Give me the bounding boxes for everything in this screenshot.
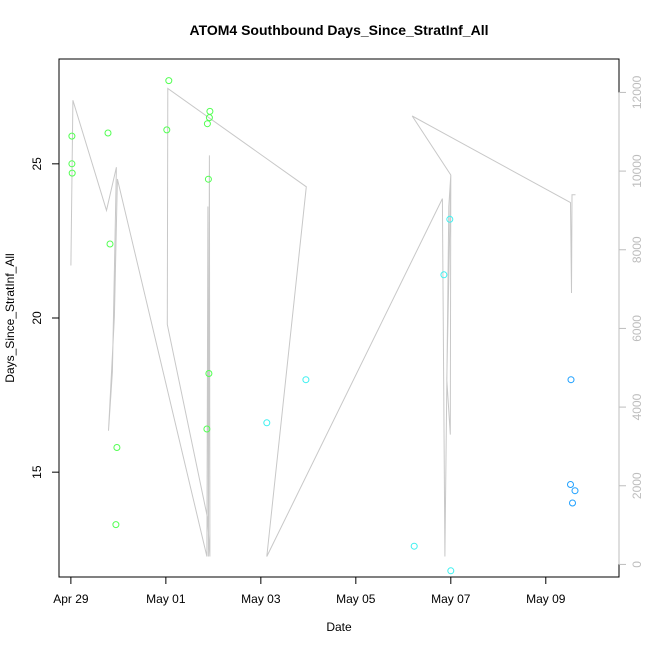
y2-tick-label: 2000	[630, 472, 644, 499]
chart-title: ATOM4 Southbound Days_Since_StratInf_All	[190, 22, 489, 38]
data-point	[410, 542, 418, 550]
x-tick-label: May 07	[431, 592, 471, 606]
data-point	[263, 419, 271, 427]
y-axis-label: Days_Since_StratInf_All	[3, 253, 17, 382]
y-tick-label: 15	[30, 465, 44, 479]
series-line	[70, 87, 576, 557]
y2-tick-label: 4000	[630, 393, 644, 420]
data-point	[446, 215, 454, 223]
x-tick-label: May 09	[526, 592, 566, 606]
data-point	[112, 521, 120, 529]
y2-tick-label: 12000	[630, 75, 644, 109]
plot-area	[58, 58, 620, 578]
data-point	[203, 120, 211, 128]
y-axis: 15 20 25	[30, 157, 60, 479]
data-point	[68, 160, 76, 168]
data-point	[206, 107, 214, 115]
y2-tick-label: 10000	[630, 154, 644, 188]
data-point	[204, 175, 212, 183]
data-point	[447, 567, 455, 575]
x-tick-label: Apr 29	[53, 592, 89, 606]
data-point	[106, 240, 114, 248]
data-point	[165, 77, 173, 85]
point-layer	[68, 77, 579, 575]
y-tick-label: 20	[30, 311, 44, 325]
data-point	[163, 126, 171, 134]
y2-tick-label: 6000	[630, 315, 644, 342]
data-point	[440, 271, 448, 279]
x-tick-label: May 03	[241, 592, 281, 606]
x-tick-label: May 05	[336, 592, 376, 606]
data-point	[104, 129, 112, 137]
data-point	[68, 169, 76, 177]
data-point	[205, 370, 213, 377]
data-point	[571, 487, 579, 495]
x-axis: Apr 29 May 01 May 03 May 05 May 07 May 09	[53, 576, 566, 606]
data-point	[567, 376, 575, 384]
y2-axis: 0 2000 4000 6000 8000 10000 12000	[618, 75, 644, 568]
line-layer	[70, 87, 576, 557]
x-axis-label: Date	[326, 620, 352, 634]
y-tick-label: 25	[30, 157, 44, 171]
data-point	[203, 425, 211, 433]
data-point	[68, 132, 76, 140]
data-point	[567, 481, 574, 488]
data-point	[569, 499, 576, 507]
data-point	[113, 444, 121, 451]
y2-tick-label: 0	[630, 561, 644, 568]
x-tick-label: May 01	[146, 592, 186, 606]
data-point	[302, 376, 310, 384]
y2-tick-label: 8000	[630, 236, 644, 263]
